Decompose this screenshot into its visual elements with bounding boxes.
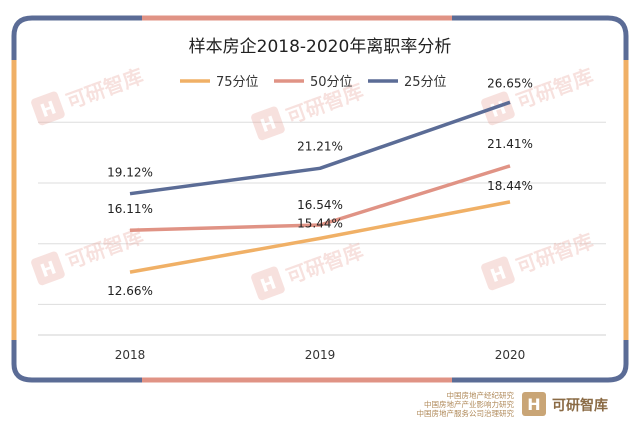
legend: 75分位 50分位 25分位 bbox=[180, 75, 447, 90]
frame-top-left bbox=[11, 15, 142, 60]
frame-bot-left bbox=[11, 340, 142, 383]
series-line bbox=[129, 164, 511, 232]
legend-label: 25分位 bbox=[404, 75, 447, 90]
legend-label: 50分位 bbox=[310, 75, 353, 90]
series-line bbox=[129, 200, 511, 274]
gridlines bbox=[38, 121, 606, 336]
footer-org-line: 中国房地产服务公司治理研究 bbox=[417, 408, 515, 418]
data-label: 18.44% bbox=[487, 179, 533, 193]
footer-logo-icon: H bbox=[522, 392, 546, 416]
legend-item: 75分位 bbox=[180, 75, 259, 90]
legend-item: 25分位 bbox=[368, 75, 447, 90]
footer-org-line: 中国房地产经纪研究 bbox=[447, 390, 515, 400]
data-label: 15.44% bbox=[297, 216, 343, 230]
watermark-logo-icon: H 可研智库 bbox=[481, 64, 596, 126]
watermark-logo-icon: H 可研智库 bbox=[251, 239, 366, 301]
series-line bbox=[129, 100, 511, 196]
svg-text:H: H bbox=[38, 257, 59, 282]
data-labels: 12.66% 15.44% 18.44% 16.11% 16.54% 21.41% 19.1… bbox=[107, 76, 533, 298]
footer-brand: 可研智库 bbox=[552, 397, 608, 414]
watermark-logo-icon: H 可研智库 bbox=[481, 229, 596, 291]
footer-org-line: 中国房地产产业影响力研究 bbox=[424, 399, 514, 409]
watermark-text: 可研智库 bbox=[283, 239, 366, 289]
legend-label: 75分位 bbox=[216, 75, 259, 90]
x-tick-label: 2019 bbox=[305, 348, 336, 362]
chart-title: 样本房企2018-2020年离职率分析 bbox=[189, 37, 452, 57]
svg-text:H: H bbox=[488, 262, 509, 287]
data-label: 16.54% bbox=[297, 198, 343, 212]
watermark-text: 可研智库 bbox=[513, 229, 596, 279]
legend-item: 50分位 bbox=[274, 75, 353, 90]
svg-text:H: H bbox=[258, 112, 279, 137]
x-tick-label: 2018 bbox=[115, 348, 146, 362]
data-label: 16.11% bbox=[107, 202, 153, 216]
data-label: 19.12% bbox=[107, 166, 153, 180]
watermark-text: 可研智库 bbox=[63, 64, 146, 114]
frame-top-right bbox=[452, 15, 629, 60]
data-label: 12.66% bbox=[107, 284, 153, 298]
x-tick-label: 2020 bbox=[495, 348, 526, 362]
series-lines bbox=[129, 100, 511, 274]
x-axis-ticks: 2018 2019 2020 bbox=[115, 348, 526, 362]
svg-text:H: H bbox=[38, 97, 59, 122]
frame-bot-right bbox=[452, 340, 629, 383]
watermark-logo-icon: H 可研智库 bbox=[31, 224, 146, 286]
watermark-logo-icon: H 可研智库 bbox=[31, 64, 146, 126]
data-label: 21.21% bbox=[297, 139, 343, 153]
data-label: 26.65% bbox=[487, 76, 533, 90]
svg-text:H: H bbox=[258, 272, 279, 297]
data-label: 21.41% bbox=[487, 137, 533, 151]
footer-logo-glyph: H bbox=[527, 395, 540, 414]
